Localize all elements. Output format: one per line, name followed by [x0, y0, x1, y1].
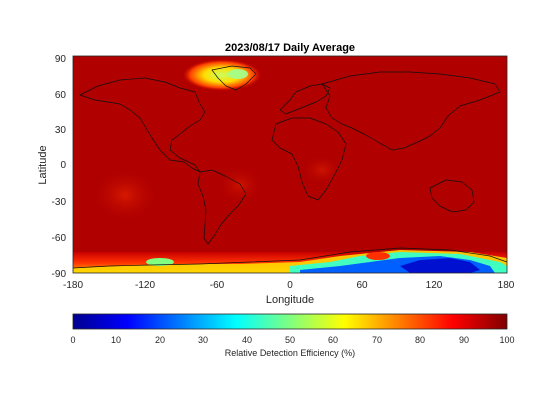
colorbar-tick-label: 60 [328, 335, 338, 345]
x-axis-label: Longitude [266, 294, 314, 306]
colorbar-tick-label: 50 [285, 335, 295, 345]
coastline-antarctica [73, 247, 507, 269]
y-tick-label: -60 [52, 233, 67, 244]
x-tick-label: 60 [356, 280, 368, 291]
pacific-antarctic-cyan-patch [146, 258, 174, 266]
colorbar-label: Relative Detection Efficiency (%) [225, 348, 355, 358]
y-axis: 90 60 30 0 -30 -60 -90 [52, 54, 67, 280]
pacific-brighter-region [90, 167, 160, 223]
atlantic-brighter-region [215, 165, 265, 205]
africa-brighter-region [300, 154, 344, 186]
x-tick-label: -180 [63, 280, 83, 291]
coastline-greenland [211, 65, 257, 91]
coastline-australia [429, 179, 475, 213]
map-title: 2023/08/17 Daily Average [225, 42, 355, 54]
y-tick-label: 60 [55, 90, 67, 101]
colorbar-tick-label: 80 [415, 335, 425, 345]
coastline-europe [279, 83, 331, 115]
coastlines [73, 65, 507, 269]
colorbar-tick-label: 70 [372, 335, 382, 345]
colorbar-tick-label: 10 [111, 335, 121, 345]
map-panel [73, 56, 507, 273]
y-axis-label: Latitude [37, 145, 49, 184]
colorbar-gradient [72, 313, 508, 330]
antarctic-red-patch [366, 252, 390, 260]
y-tick-label: -90 [52, 269, 67, 280]
x-tick-label: -120 [135, 280, 155, 291]
coastline-africa [271, 117, 347, 201]
coastline-asia [321, 71, 501, 151]
greenland-core [228, 69, 248, 79]
y-tick-label: 90 [55, 54, 67, 65]
x-tick-label: 0 [287, 280, 293, 291]
colorbar: 0 10 20 30 40 50 60 70 80 90 100 Relativ… [70, 313, 515, 358]
colorbar-tick-label: 30 [198, 335, 208, 345]
x-axis: -180 -120 -60 0 60 120 180 [63, 280, 515, 291]
y-tick-label: -30 [52, 197, 67, 208]
coastline-south-america [197, 169, 247, 245]
y-tick-label: 0 [60, 160, 66, 171]
colorbar-tick-label: 0 [70, 335, 75, 345]
coastline-north-america [79, 77, 206, 173]
x-tick-label: 180 [498, 280, 515, 291]
efficiency-field [73, 56, 507, 273]
y-tick-label: 30 [55, 125, 67, 136]
x-tick-label: 120 [426, 280, 443, 291]
greenland-low-efficiency-region [182, 59, 262, 91]
antarctic-deep-blue-region [400, 258, 480, 273]
colorbar-tick-label: 90 [459, 335, 469, 345]
colorbar-tick-label: 100 [499, 335, 514, 345]
colorbar-tick-label: 40 [242, 335, 252, 345]
x-tick-label: -60 [210, 280, 225, 291]
map-frame [72, 55, 508, 274]
colorbar-tick-label: 20 [155, 335, 165, 345]
